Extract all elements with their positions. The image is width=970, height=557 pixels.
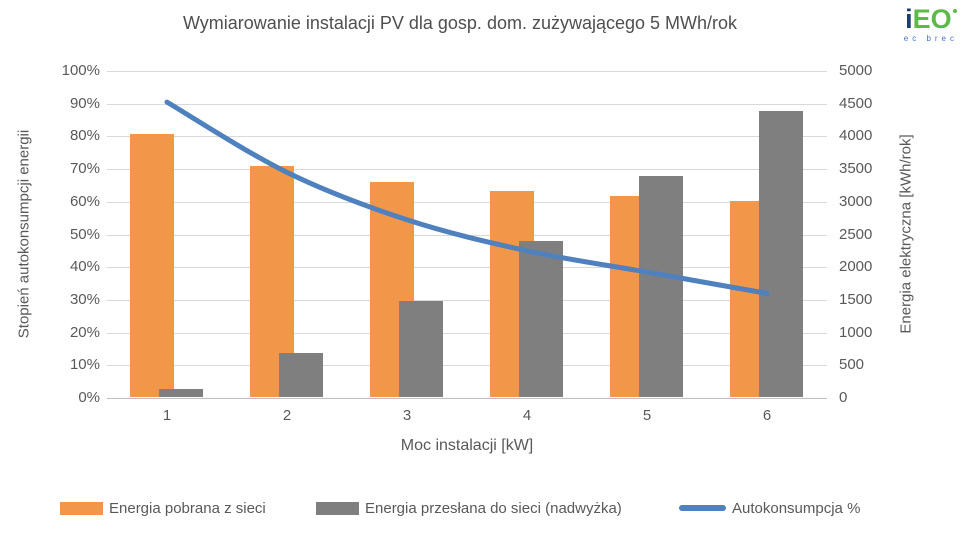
gridline: [107, 169, 827, 170]
legend-label: Energia przesłana do sieci (nadwyżka): [365, 499, 622, 517]
bar-energia-przeslana: [639, 175, 683, 397]
gridline: [107, 300, 827, 301]
autokonsumpcja-line: [164, 99, 770, 296]
x-axis-title: Moc instalacji [kW]: [400, 437, 534, 454]
x-axis-tick: 6: [762, 407, 772, 424]
y-axis-tick-left: 70%: [69, 160, 100, 178]
y-axis-tick-left: 80%: [69, 127, 100, 145]
logo-trademark-dot-icon: [952, 9, 957, 13]
y-axis-tick-right: 3000: [839, 192, 873, 210]
logo-letters-eo: EO: [912, 4, 952, 34]
y-axis-tick-right: 5000: [839, 62, 873, 79]
gridline: [107, 365, 827, 366]
legend-swatch-blue-line: [679, 505, 726, 511]
y-axis-tick-right: 4000: [839, 127, 873, 145]
x-axis-tick: 2: [282, 407, 292, 424]
y-axis-tick-right: 0: [839, 389, 848, 406]
gridline: [107, 267, 827, 268]
y-axis-tick-right: 2500: [839, 225, 873, 243]
x-axis-tick: 3: [402, 407, 412, 424]
legend-label: Energia pobrana z sieci: [109, 499, 266, 517]
y-axis-tick-left: 20%: [69, 323, 100, 341]
company-logo: iEO ec brec: [904, 6, 958, 43]
x-axis-tick: 4: [522, 407, 532, 424]
y-axis-tick-right: 3500: [839, 160, 873, 178]
y-axis-tick-left: 90%: [69, 94, 100, 112]
logo-subtext: ec brec: [903, 34, 958, 43]
chart-title: Wymiarowanie instalacji PV dla gosp. dom…: [182, 13, 738, 33]
gridline: [107, 71, 827, 72]
y-axis-tick-left: 30%: [69, 290, 100, 308]
legend-label: Autokonsumpcja %: [732, 499, 861, 517]
legend-item-autokonsumpcja: Autokonsumpcja %: [679, 497, 860, 519]
legend-item-energia-przeslana: Energia przesłana do sieci (nadwyżka): [316, 497, 622, 519]
gridline: [107, 202, 827, 203]
line-layer: [164, 99, 770, 296]
bar-energia-przeslana: [519, 240, 563, 397]
logo-letter-i: i: [905, 4, 913, 34]
y-axis-tick-left: 100%: [61, 62, 100, 79]
legend-item-energia-pobrana: Energia pobrana z sieci: [60, 497, 266, 519]
plot-area: [107, 71, 827, 399]
gridline: [107, 333, 827, 334]
y-axis-tick-right: 4500: [839, 94, 873, 112]
y-axis-tick-right: 2000: [839, 258, 873, 276]
bar-energia-przeslana: [759, 110, 803, 397]
x-axis-tick: 5: [642, 407, 652, 424]
x-axis-line: [107, 398, 827, 399]
y-axis-tick-left: 0%: [78, 389, 100, 406]
y-axis-tick-left: 10%: [69, 356, 100, 374]
y-axis-tick-left: 40%: [69, 258, 100, 276]
gridline: [107, 136, 827, 137]
y-axis-tick-right: 1000: [839, 323, 873, 341]
gridline: [107, 104, 827, 105]
legend-swatch-gray-bar: [316, 501, 359, 515]
bar-energia-przeslana: [399, 300, 443, 397]
y-axis-tick-left: 60%: [69, 192, 100, 210]
y-axis-tick-right: 500: [839, 356, 865, 374]
right-axis-title: Energia elektryczna [kWh/rok]: [897, 134, 915, 334]
bar-energia-pobrana: [130, 133, 174, 397]
y-axis-tick-right: 1500: [839, 290, 873, 308]
x-axis-tick: 1: [162, 407, 172, 424]
y-axis-tick-left: 50%: [69, 225, 100, 243]
legend-swatch-orange-bar: [60, 501, 103, 515]
bar-energia-przeslana: [279, 353, 323, 397]
logo-wordmark: iEO: [904, 6, 958, 33]
bar-energia-przeslana: [159, 389, 203, 397]
